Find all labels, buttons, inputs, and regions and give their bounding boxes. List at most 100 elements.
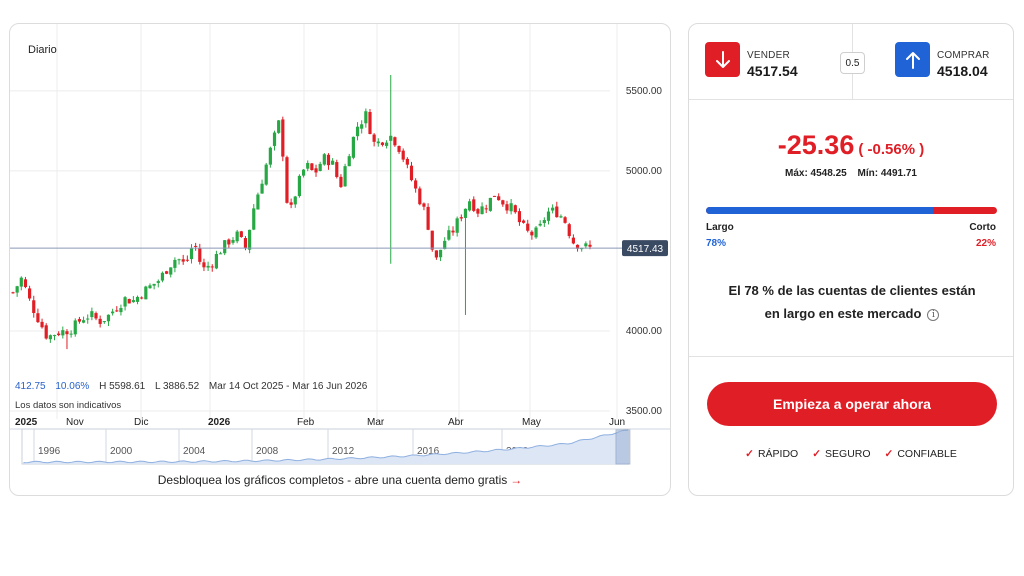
sentiment-line-2: en largo en este mercado xyxy=(764,306,922,321)
candle-body xyxy=(409,165,414,181)
candle-body xyxy=(293,196,297,205)
candle-body xyxy=(152,283,156,286)
candle-body xyxy=(148,285,152,289)
start-trading-button[interactable]: Empieza a operar ahora xyxy=(707,382,997,426)
candle-body xyxy=(177,259,181,261)
candle-body xyxy=(505,204,509,211)
candle-body xyxy=(102,321,106,323)
candle-body xyxy=(69,333,73,335)
candle-body xyxy=(368,112,372,135)
feature-item: ✓ SEGURO xyxy=(812,448,870,460)
candle-body xyxy=(484,208,488,210)
buy-button[interactable] xyxy=(895,42,930,77)
x-tick-label: 2026 xyxy=(208,417,231,428)
candle-body xyxy=(438,249,443,258)
trade-panel: VENDER 4517.54 0.5 COMPRAR 4518.04 -25.3… xyxy=(688,23,1014,496)
x-tick-label: Feb xyxy=(297,417,315,428)
sentiment-long-fill xyxy=(706,207,933,214)
candle-body xyxy=(173,259,177,268)
candle-body xyxy=(546,211,551,221)
x-tick-label: May xyxy=(522,417,541,428)
candle-body xyxy=(160,272,165,281)
sentiment-text: El 78 % de las cuentas de clientes están… xyxy=(709,279,995,325)
candle-body xyxy=(501,200,505,205)
day-high: Máx: 4548.25 xyxy=(785,168,847,179)
candle-body xyxy=(81,320,86,323)
candle-body xyxy=(210,266,214,268)
info-icon[interactable]: i xyxy=(927,309,940,321)
candle-body xyxy=(563,217,567,223)
buy-label: COMPRAR xyxy=(937,50,990,61)
candle-body xyxy=(542,220,546,224)
candle-body xyxy=(235,231,239,242)
candle-body xyxy=(376,141,380,144)
navigator-year: 2012 xyxy=(332,446,355,457)
candle-body xyxy=(214,254,219,269)
candle-body xyxy=(164,271,169,274)
stat-range: Mar 14 Oct 2025 - Mar 16 Jun 2026 xyxy=(208,381,368,392)
candle-body xyxy=(169,267,173,275)
navigator-selection xyxy=(615,429,630,465)
day-low: Mín: 4491.71 xyxy=(857,168,917,179)
candle-body xyxy=(584,243,588,247)
candle-body xyxy=(11,292,15,294)
unlock-charts-link[interactable]: Desbloquea los gráficos completos - abre… xyxy=(10,473,670,487)
candle-body xyxy=(455,218,459,233)
candle-body xyxy=(252,208,256,230)
candle-body xyxy=(480,206,484,215)
candle-body xyxy=(206,265,210,268)
candle-body xyxy=(40,321,44,328)
sell-button[interactable] xyxy=(705,42,740,77)
candle-body xyxy=(343,166,347,187)
candle-body xyxy=(351,136,355,158)
candle-body xyxy=(231,239,235,243)
stat-change: 412.75 xyxy=(15,381,46,392)
data-disclaimer: Los datos son indicativos xyxy=(15,400,122,411)
candle-body xyxy=(297,175,302,197)
unlock-text: Desbloquea los gráficos completos - abre… xyxy=(157,473,508,487)
arrow-right-icon: → xyxy=(510,473,523,487)
navigator-year: 2004 xyxy=(183,446,206,457)
period-label[interactable]: Diario xyxy=(28,44,57,56)
long-pct: 78% xyxy=(706,238,727,249)
candle-body xyxy=(551,207,555,211)
sell-label: VENDER xyxy=(747,50,790,61)
candle-body xyxy=(310,163,314,171)
change-value: -25.36 xyxy=(777,130,855,160)
candle-body xyxy=(223,240,227,254)
x-tick-label: Jun xyxy=(609,417,625,428)
x-tick-label: 2025 xyxy=(15,417,38,428)
candle-body xyxy=(289,202,293,205)
candle-body xyxy=(364,111,368,124)
short-pct: 22% xyxy=(975,238,996,249)
candle-body xyxy=(264,164,268,185)
candle-body xyxy=(61,330,65,336)
candle-body xyxy=(32,300,36,313)
candle-body xyxy=(588,244,592,247)
navigator-year: 2000 xyxy=(110,446,133,457)
candle-body xyxy=(322,154,326,165)
candle-body xyxy=(372,134,376,142)
candle-body xyxy=(194,245,198,247)
candle-body xyxy=(538,223,542,226)
price-chart[interactable]: 5500.00 5000.00 4000.00 3500.00 4517.43 2025 N… xyxy=(10,24,671,496)
candle-body xyxy=(434,250,439,258)
candle-body xyxy=(119,308,123,313)
candle-body xyxy=(360,124,364,129)
candle-body xyxy=(509,203,513,212)
candle-body xyxy=(380,142,385,145)
feature-item: ✓ RÁPIDO xyxy=(745,448,798,460)
candle-body xyxy=(414,180,418,189)
arrow-down-icon xyxy=(715,50,730,68)
candle-body xyxy=(281,119,285,157)
candle-body xyxy=(430,230,434,250)
stat-low: L 3886.52 xyxy=(155,381,200,392)
candle-body xyxy=(567,224,571,237)
candle-body xyxy=(248,229,252,250)
candle-body xyxy=(384,142,389,146)
candle-body xyxy=(90,311,94,318)
candle-body xyxy=(189,247,194,260)
candle-body xyxy=(401,150,405,160)
chart-card: 5500.00 5000.00 4000.00 3500.00 4517.43 2025 N… xyxy=(9,23,671,496)
candle-body xyxy=(15,286,19,293)
